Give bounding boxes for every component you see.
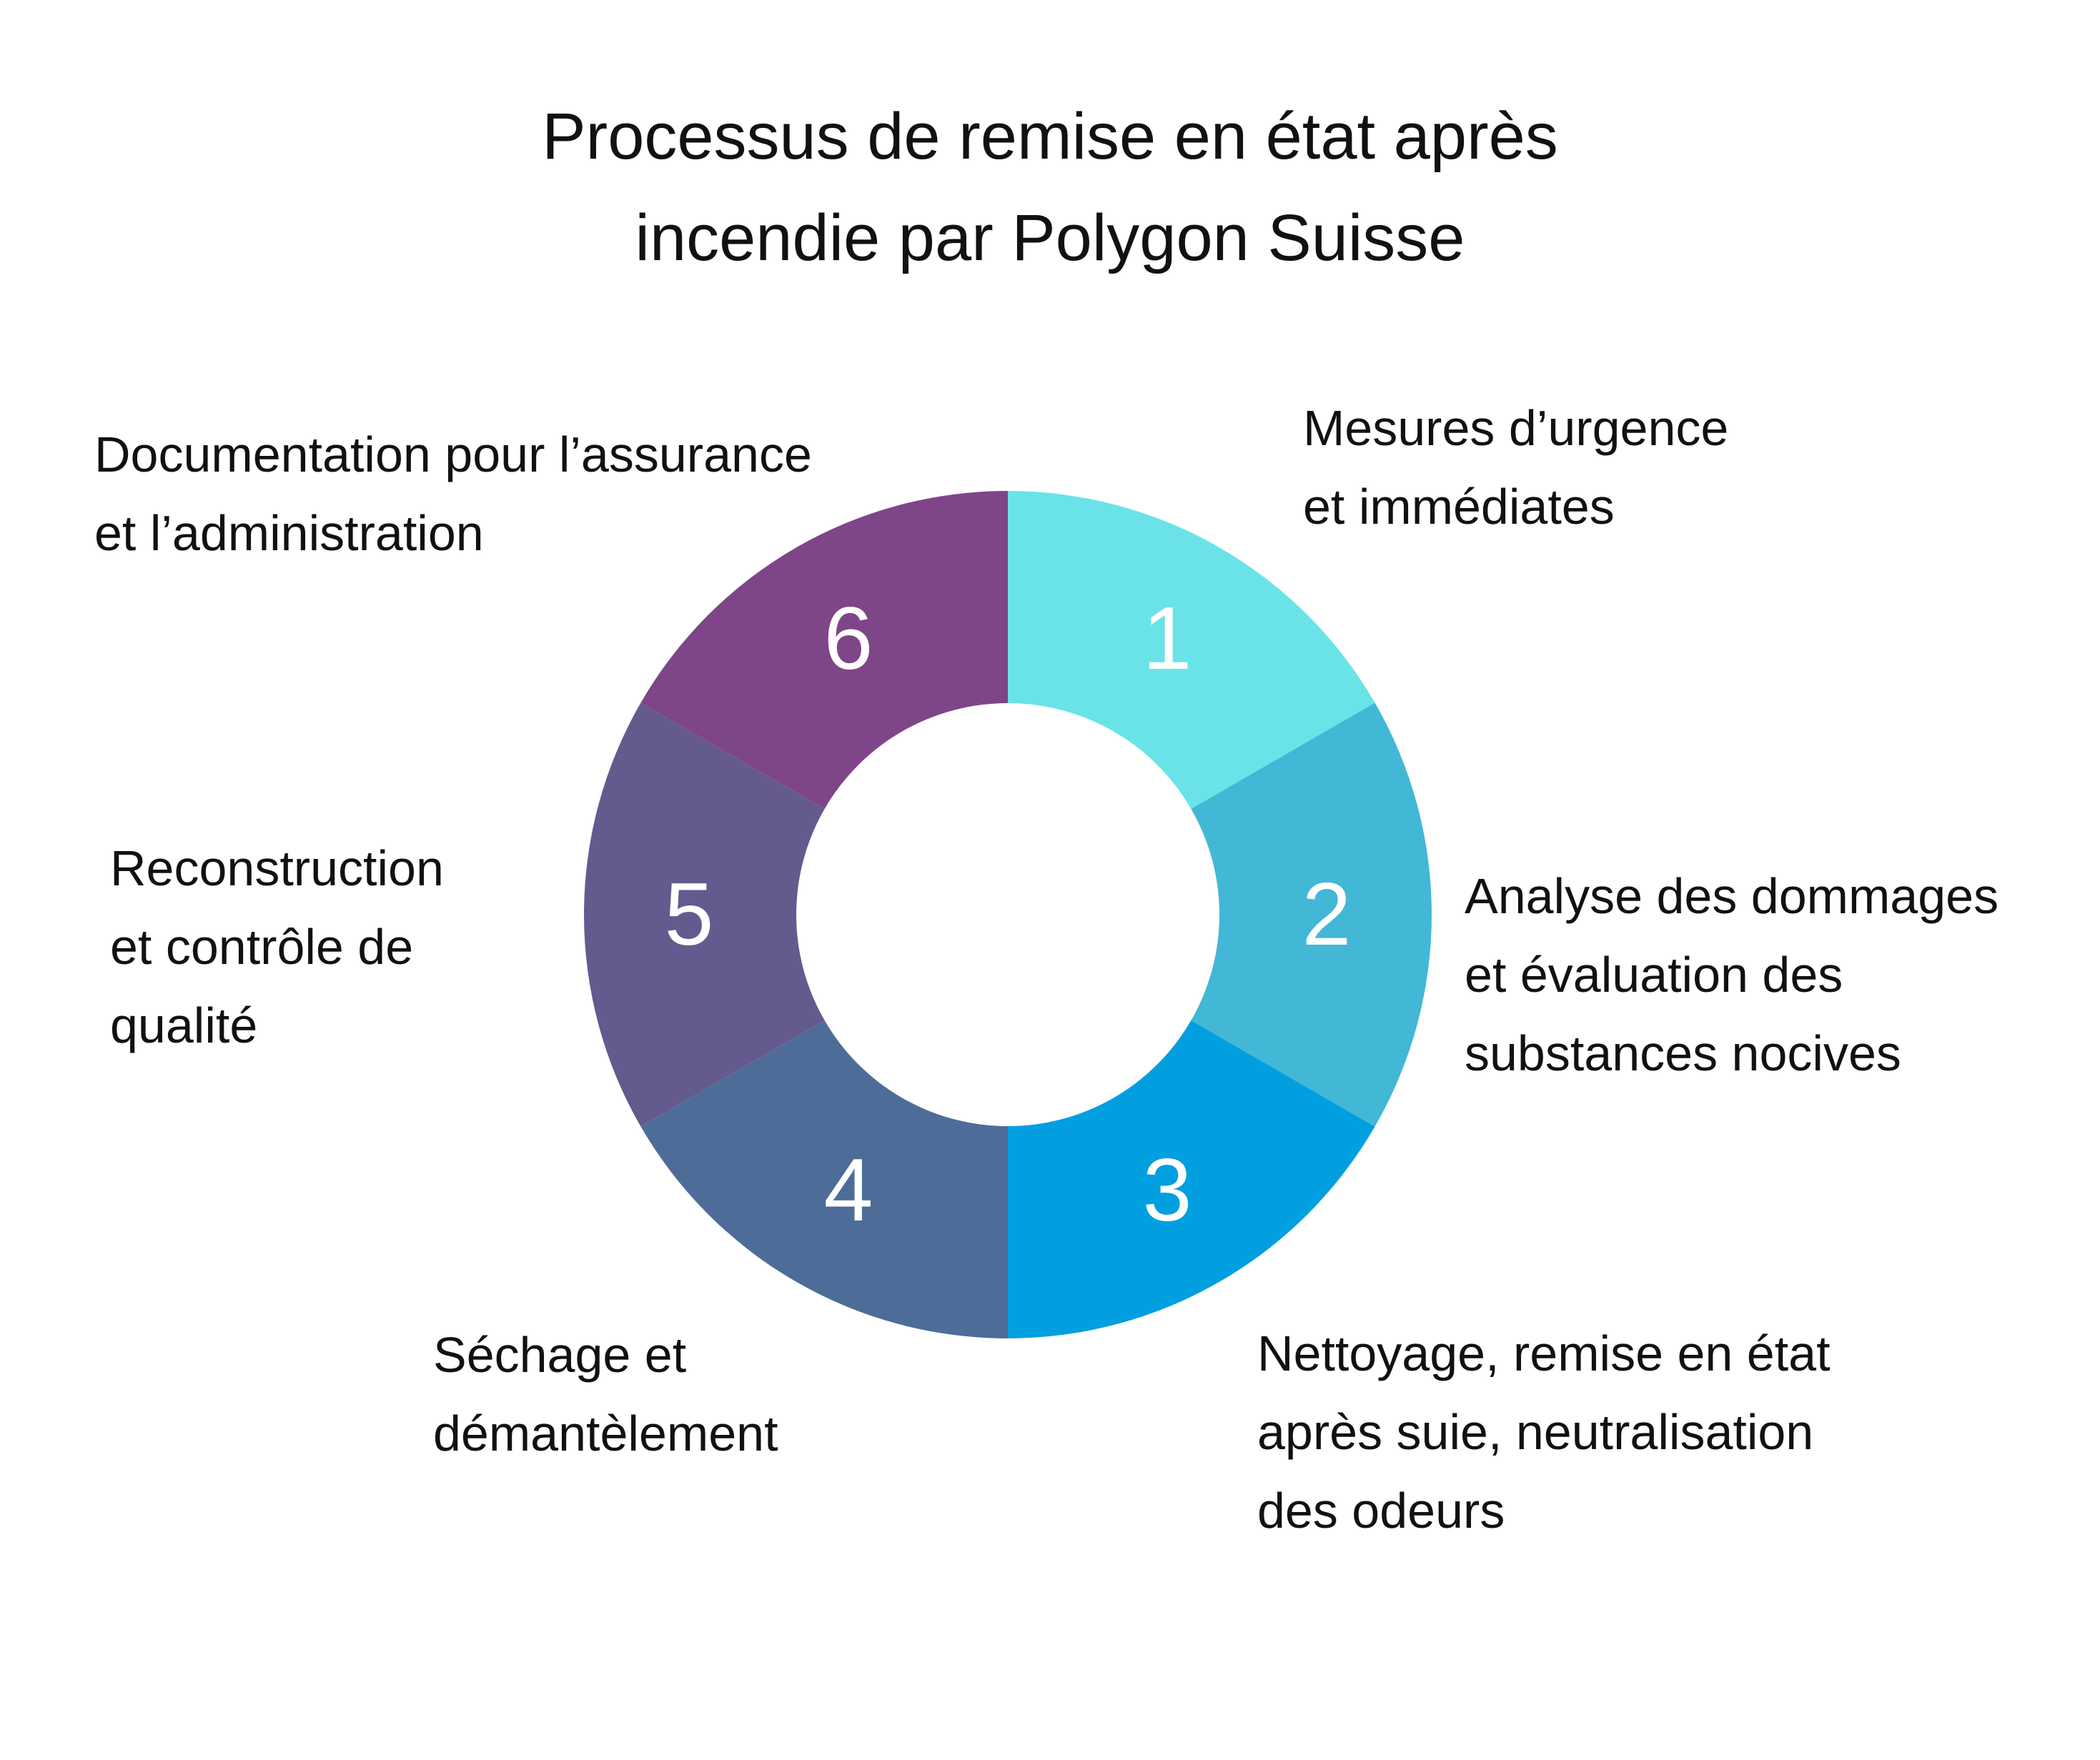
diagram-title: Processus de remise en état après incend… (0, 86, 2100, 289)
label-line: Analyse des dommages (1465, 868, 1999, 924)
label-line: Séchage et (433, 1327, 687, 1383)
step-4-label: Séchage et démantèlement (433, 1316, 778, 1473)
segment-step-6 (640, 491, 1008, 809)
step-number-3: 3 (1143, 1141, 1192, 1240)
label-line: Mesures d’urgence (1303, 400, 1729, 456)
step-2-label: Analyse des dommages et évaluation des s… (1465, 857, 1999, 1093)
label-line: et contrôle de (110, 919, 414, 975)
label-line: et immédiates (1303, 479, 1615, 535)
step-number-5: 5 (665, 865, 714, 964)
step-number-2: 2 (1302, 865, 1352, 964)
label-line: après suie, neutralisation (1257, 1404, 1814, 1460)
step-6-label: Documentation pour l’assurance et l’admi… (94, 415, 812, 572)
label-line: substances nocives (1465, 1025, 1901, 1081)
label-line: des odeurs (1257, 1483, 1505, 1538)
step-5-label: Reconstruction et contrôle de qualité (110, 829, 444, 1065)
segment-step-1 (1008, 491, 1375, 809)
step-number-6: 6 (824, 590, 873, 688)
label-line: qualité (110, 998, 258, 1053)
label-line: et évaluation des (1465, 947, 1843, 1003)
step-3-label: Nettoyage, remise en état après suie, ne… (1257, 1314, 1831, 1550)
segment-step-5 (584, 702, 825, 1127)
step-number-1: 1 (1143, 590, 1192, 688)
step-1-label: Mesures d’urgence et immédiates (1303, 389, 1728, 546)
label-line: Nettoyage, remise en état (1257, 1326, 1831, 1381)
title-line: Processus de remise en état après (542, 100, 1558, 173)
label-line: démantèlement (433, 1406, 778, 1461)
segment-step-4 (640, 1020, 1008, 1339)
label-line: et l’administration (94, 505, 484, 561)
label-line: Documentation pour l’assurance (94, 427, 812, 482)
segment-step-3 (1008, 1020, 1375, 1338)
step-number-4: 4 (824, 1141, 873, 1240)
segment-step-2 (1191, 702, 1432, 1127)
label-line: Reconstruction (110, 840, 444, 896)
title-line: incendie par Polygon Suisse (635, 202, 1465, 274)
